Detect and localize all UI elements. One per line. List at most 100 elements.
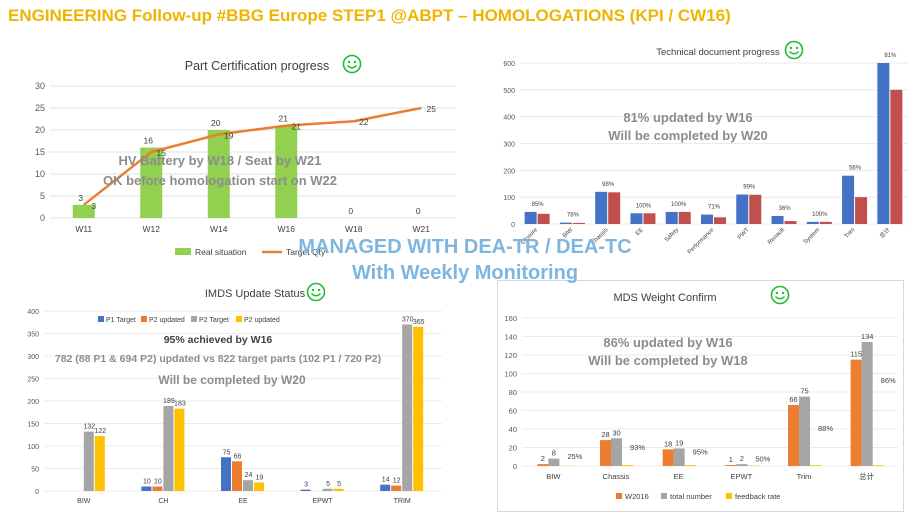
bar [163, 405, 174, 491]
legend-label: Real situation [195, 247, 247, 257]
rate-label: 99% [743, 184, 756, 190]
y-tick-label: 0 [511, 222, 515, 229]
bar [736, 464, 748, 466]
data-label: 12 [393, 478, 401, 485]
bar [174, 408, 185, 491]
bar [665, 211, 678, 224]
annotation: 782 (88 P1 & 694 P2) updated vs 822 targ… [55, 353, 381, 365]
y-tick-label: 400 [27, 309, 39, 316]
chart-title: Technical document progress [656, 47, 780, 58]
rate-label: 100% [812, 212, 828, 218]
y-tick-label: 140 [504, 333, 517, 342]
smiley-outline [784, 40, 804, 60]
y-tick-label: 5 [40, 191, 45, 201]
chart-title: IMDS Update Status [205, 288, 306, 300]
legend-swatch [726, 493, 732, 499]
rate-label: 88% [818, 424, 833, 433]
line-label: 21 [292, 122, 302, 132]
smiley-face [770, 285, 790, 305]
x-tick-label: Performance [687, 227, 716, 256]
data-label: 30 [612, 428, 620, 437]
bar [673, 448, 685, 466]
annotation: Will be completed by W20 [608, 128, 768, 143]
bar [877, 63, 890, 224]
smiley-mouth [774, 295, 786, 300]
bar [684, 465, 696, 466]
legend-label: P2 updated [149, 317, 185, 324]
bar [413, 326, 424, 491]
data-label: 134 [861, 332, 874, 341]
part-certification-chart: Part Certification progress 0 5 10 15 20 25 30 3… [30, 48, 460, 268]
y-tick-label: 100 [503, 195, 515, 202]
imds-update-svg: IMDS Update Status 0 50 100 150 200 250 300 350 4… [27, 288, 442, 505]
bar [83, 431, 94, 491]
y-tick-label: 350 [27, 332, 39, 339]
legend-label: feedback rate [735, 492, 780, 501]
data-label: 66 [789, 395, 797, 404]
y-tick-label: 25 [35, 103, 45, 113]
bar [714, 217, 726, 224]
x-tick-label: System [803, 227, 821, 245]
data-label: 2 [541, 454, 545, 463]
legend-swatch [141, 316, 147, 322]
bar [524, 211, 537, 224]
y-tick-label: 600 [503, 61, 515, 68]
data-label: 370 [402, 317, 414, 324]
rate-label: 100% [671, 202, 687, 208]
legend-swatch [191, 316, 197, 322]
y-tick-label: 0 [40, 213, 45, 223]
data-label: 5 [326, 481, 330, 488]
page-title: ENGINEERING Follow-up #BBG Europe STEP1 … [8, 6, 731, 25]
bar [232, 461, 242, 491]
rate-label: 25% [567, 452, 582, 461]
y-tick-label: 100 [27, 444, 39, 451]
annotation: 81% updated by W16 [623, 110, 752, 125]
data-label: 20 [211, 118, 221, 128]
bar [810, 465, 821, 466]
data-label: 14 [382, 477, 390, 484]
y-tick-label: 100 [504, 370, 517, 379]
technical-document-svg: Technical document progress 0 100 200 300 400… [503, 47, 908, 256]
bar [861, 342, 873, 466]
data-label: 75 [223, 449, 231, 456]
legend-label: P1 Target [106, 317, 136, 324]
y-tick-label: 120 [504, 351, 517, 360]
smiley-icon [784, 40, 804, 60]
x-tick-label: EE [238, 498, 248, 505]
bar [842, 175, 855, 224]
chart-title: MDS Weight Confirm [613, 292, 716, 304]
data-label: 16 [144, 136, 154, 146]
y-tick-label: 0 [513, 462, 517, 471]
bar [333, 488, 344, 491]
x-tick-label: 总计 [859, 471, 875, 481]
data-label: 19 [256, 474, 264, 481]
bar [662, 449, 674, 466]
bar [622, 465, 633, 466]
bar [799, 396, 810, 466]
data-label: 122 [94, 428, 106, 435]
smiley-face [342, 54, 362, 74]
legend-label: Target Qty [286, 247, 326, 257]
data-label: 19 [675, 438, 683, 447]
bar [788, 404, 799, 466]
smiley-icon [342, 54, 362, 74]
legend-label: W2016 [625, 492, 649, 501]
smiley-face [784, 40, 804, 60]
x-tick-label: BIW [546, 472, 561, 481]
technical-document-chart: Technical document progress 0 100 200 300 400… [496, 38, 912, 263]
x-tick-label: EE [635, 227, 645, 237]
rate-label: 56% [849, 166, 862, 172]
smiley-face [306, 282, 326, 302]
bar [749, 194, 762, 224]
smiley-mouth [310, 292, 322, 297]
data-label: 18 [664, 439, 672, 448]
legend-swatch [98, 316, 104, 322]
y-tick-label: 40 [509, 425, 517, 434]
bar [254, 482, 264, 491]
bar [872, 465, 884, 466]
part-certification-svg: Part Certification progress0510152025303… [35, 59, 455, 257]
annotation: 95% achieved by W16 [164, 334, 273, 346]
data-label: 132 [83, 424, 95, 431]
bar [643, 213, 656, 224]
x-tick-label: W18 [345, 224, 363, 234]
